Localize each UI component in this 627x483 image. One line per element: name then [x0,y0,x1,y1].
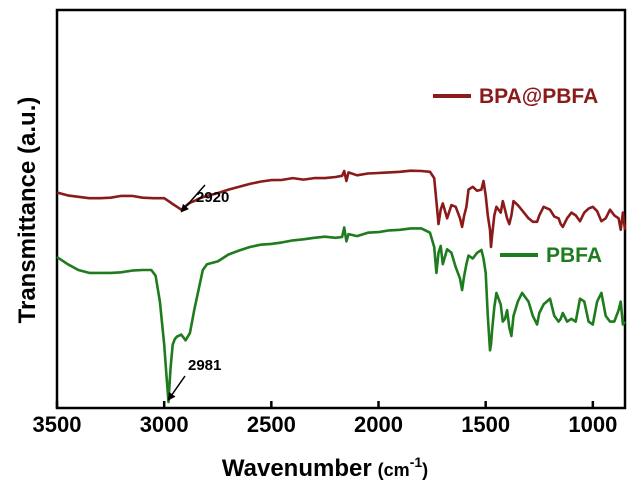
legend-label-bpa-pbfa: BPA@PBFA [479,85,598,108]
legend: BPA@PBFA PBFA [433,85,602,267]
x-axis-label: Wavenumber (cm-1) [222,454,428,482]
annotation-arrow-2981 [167,375,186,401]
annotations: 2920 2981 [167,184,229,401]
x-tick-label-1000: 1000 [568,412,617,437]
x-axis-ticks [55,401,595,408]
plot-area-frame [55,8,627,410]
x-tick-label-3000: 3000 [140,412,189,437]
series-line-bpa-pbfa [56,169,627,249]
legend-label-pbfa: PBFA [546,244,602,267]
x-tick-label-3500: 3500 [33,412,82,437]
x-axis-label-exponent: -1 [410,454,423,470]
annotation-label-2981: 2981 [188,357,221,374]
x-axis-label-unit: (cm [378,460,410,480]
x-tick-label-2000: 2000 [354,412,403,437]
annotation-arrow-2920 [180,184,206,213]
x-axis-tick-labels: 3500 3000 2500 2000 1500 1000 [33,412,618,437]
annotation-label-2920: 2920 [196,189,229,206]
x-tick-label-1500: 1500 [461,412,510,437]
series-lines [56,169,627,404]
series-line-pbfa [56,226,627,404]
y-axis-label: Transmittance (a.u.) [14,97,41,324]
x-axis-label-close: ) [422,460,428,480]
x-axis-label-main: Wavenumber [222,455,372,482]
x-tick-label-2500: 2500 [247,412,296,437]
